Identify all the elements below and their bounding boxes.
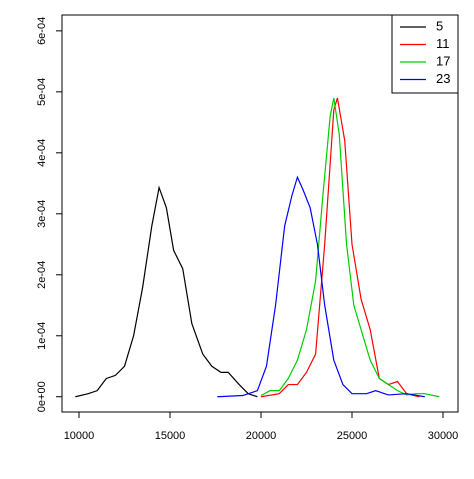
y-tick-label: 2e-04 xyxy=(36,261,48,289)
x-tick-label: 30000 xyxy=(428,430,459,442)
legend-label: 23 xyxy=(436,71,450,86)
density-line xyxy=(260,97,420,398)
y-tick-label: 5e-04 xyxy=(36,78,48,106)
y-tick-label: 1e-04 xyxy=(36,322,48,350)
legend-label: 5 xyxy=(436,18,443,33)
y-tick-label: 0e+00 xyxy=(36,381,48,412)
x-tick-label: 25000 xyxy=(337,430,368,442)
x-tick-label: 15000 xyxy=(155,430,186,442)
legend-label: 17 xyxy=(436,53,450,68)
density-line xyxy=(75,185,258,398)
y-tick-label: 3e-04 xyxy=(36,200,48,228)
density-line xyxy=(217,175,425,398)
y-tick-label: 4e-04 xyxy=(36,139,48,167)
x-tick-label: 20000 xyxy=(246,430,277,442)
legend-label: 11 xyxy=(436,36,450,51)
y-tick-label: 6e-04 xyxy=(36,17,48,45)
x-tick-label: 10000 xyxy=(64,430,95,442)
density-line xyxy=(260,97,440,398)
